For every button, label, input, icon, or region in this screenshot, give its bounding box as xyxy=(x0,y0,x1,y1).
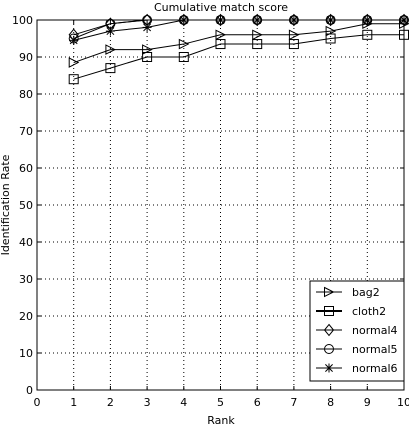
x-axis-label: Rank xyxy=(207,414,235,426)
star-marker xyxy=(289,15,299,25)
x-tick-label: 7 xyxy=(290,396,297,409)
series-group xyxy=(68,13,409,85)
star-marker xyxy=(326,15,336,25)
legend: bag2 cloth2 normal4 normal5 normal6 xyxy=(309,280,405,382)
series-line xyxy=(73,34,404,80)
y-tick-label: 90 xyxy=(19,51,33,64)
x-tick-label: 6 xyxy=(254,396,261,409)
triangle-marker xyxy=(215,29,227,41)
y-tick-label: 0 xyxy=(26,384,33,397)
chart-title: Cumulative match score xyxy=(154,1,288,14)
circle-marker xyxy=(324,344,334,354)
y-tick-label: 10 xyxy=(19,347,33,360)
series-normal6 xyxy=(69,15,409,45)
series-cloth2 xyxy=(68,29,409,85)
legend-label: normal5 xyxy=(352,343,398,356)
star-stroke xyxy=(289,16,298,24)
triangle-marker xyxy=(142,44,153,55)
x-tick-label: 4 xyxy=(180,396,187,409)
star-marker xyxy=(105,26,115,36)
legend-label: normal6 xyxy=(352,362,398,375)
diamond-marker xyxy=(323,323,335,337)
triangle-marker xyxy=(105,44,117,55)
y-tick-label: 20 xyxy=(19,310,33,323)
x-tick-label: 5 xyxy=(217,396,224,409)
star-marker xyxy=(216,15,225,25)
x-tick-label: 2 xyxy=(107,396,114,409)
diamond-marker xyxy=(288,13,300,27)
legend-label: bag2 xyxy=(352,286,380,299)
y-tick-label: 40 xyxy=(19,236,33,249)
diamond-marker xyxy=(178,13,189,27)
series-normal4 xyxy=(68,13,409,42)
y-axis: 0 10 20 30 40 50 60 70 80 90 100 xyxy=(12,14,404,397)
star-stroke xyxy=(143,23,152,32)
series-line xyxy=(73,23,404,64)
star-marker xyxy=(142,22,152,32)
y-axis-label: Identification Rate xyxy=(0,154,12,255)
star-stroke xyxy=(216,16,225,24)
star-stroke xyxy=(326,16,335,24)
square-marker xyxy=(252,39,263,50)
square-marker xyxy=(288,39,299,50)
triangle-marker xyxy=(288,29,300,41)
square-marker xyxy=(215,39,226,50)
star-marker xyxy=(324,363,334,373)
diamond-marker xyxy=(252,13,263,27)
square-marker xyxy=(178,52,189,62)
diamond-marker xyxy=(362,13,373,27)
triangle-marker xyxy=(325,25,337,37)
star-stroke xyxy=(325,364,333,372)
legend-label: normal4 xyxy=(352,324,398,337)
triangle-marker xyxy=(178,38,190,50)
star-marker xyxy=(69,35,79,45)
y-tick-label: 50 xyxy=(19,199,33,212)
triangle-marker xyxy=(252,29,263,41)
square-marker xyxy=(105,63,116,74)
x-tick-label: 0 xyxy=(34,396,41,409)
x-tick-label: 1 xyxy=(70,396,77,409)
star-stroke xyxy=(179,16,188,24)
star-stroke xyxy=(363,16,372,24)
star-stroke xyxy=(69,36,78,45)
y-tick-label: 70 xyxy=(19,125,33,138)
legend-label: cloth2 xyxy=(352,305,386,318)
x-tick-label: 9 xyxy=(364,396,371,409)
star-stroke xyxy=(253,16,262,24)
y-tick-label: 80 xyxy=(19,88,33,101)
series-line xyxy=(73,19,404,41)
star-marker xyxy=(399,15,409,25)
diamond-marker xyxy=(398,13,409,27)
x-tick-label: 10 xyxy=(397,396,409,409)
square-marker xyxy=(325,33,336,44)
star-stroke xyxy=(400,16,408,24)
square-marker xyxy=(142,52,153,62)
x-tick-label: 8 xyxy=(327,396,334,409)
triangle-marker xyxy=(68,57,80,68)
star-marker xyxy=(362,15,372,25)
diamond-marker xyxy=(325,13,336,27)
square-marker xyxy=(68,74,79,85)
star-stroke xyxy=(106,27,115,36)
triangle-marker xyxy=(324,286,335,298)
square-marker xyxy=(362,29,373,40)
y-tick-label: 100 xyxy=(12,14,33,27)
square-marker xyxy=(324,306,334,316)
star-marker xyxy=(252,15,262,25)
star-marker xyxy=(179,15,189,25)
diamond-marker xyxy=(215,13,226,27)
y-tick-label: 30 xyxy=(19,273,33,286)
y-tick-label: 60 xyxy=(19,162,33,175)
x-tick-label: 3 xyxy=(144,396,151,409)
series-bag2 xyxy=(68,18,409,68)
